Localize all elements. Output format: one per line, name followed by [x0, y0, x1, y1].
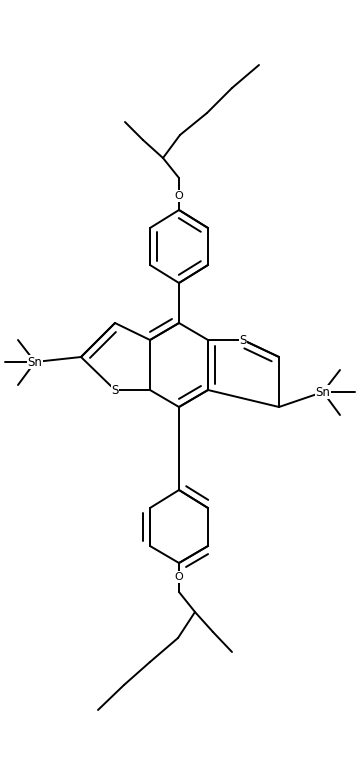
- Text: O: O: [175, 572, 183, 582]
- Text: S: S: [111, 384, 119, 397]
- Text: Sn: Sn: [315, 385, 330, 398]
- Text: Sn: Sn: [28, 355, 43, 368]
- Text: O: O: [175, 191, 183, 201]
- Text: S: S: [239, 333, 247, 346]
